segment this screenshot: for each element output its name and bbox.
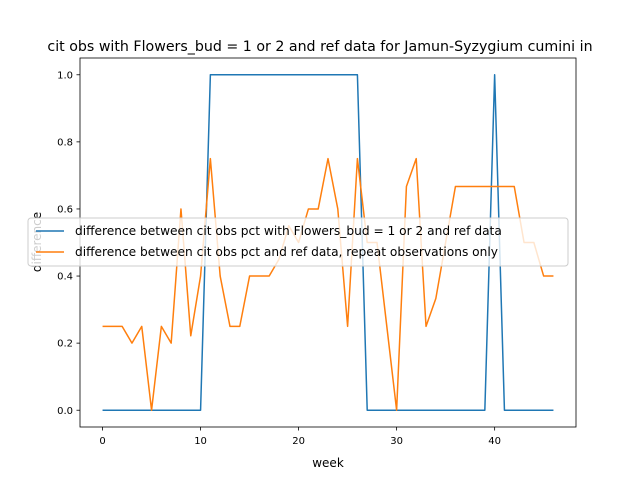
x-tick-label: 20 [292, 436, 305, 447]
chart-title: cit obs with Flowers_bud = 1 or 2 and re… [47, 39, 592, 55]
legend: difference between cit obs pct with Flow… [27, 217, 569, 267]
y-tick-label: 0.2 [57, 339, 73, 350]
x-tick-label: 10 [194, 436, 207, 447]
x-axis-label: week [312, 456, 344, 470]
legend-box [27, 217, 569, 267]
series-line-1 [102, 74, 554, 411]
legend-label-2: difference between cit obs pct and ref d… [75, 245, 498, 259]
y-tick-label: 0.8 [57, 137, 73, 148]
y-tick-label: 0.4 [57, 272, 73, 283]
x-tick-label: 0 [99, 436, 105, 447]
x-tick-label: 40 [488, 436, 501, 447]
x-tick-label: 30 [390, 436, 403, 447]
y-tick-label: 0.6 [57, 205, 73, 216]
legend-label-1: difference between cit obs pct with Flow… [75, 224, 502, 238]
y-tick-label: 1.0 [57, 70, 73, 81]
y-tick-label: 0.0 [57, 406, 73, 417]
